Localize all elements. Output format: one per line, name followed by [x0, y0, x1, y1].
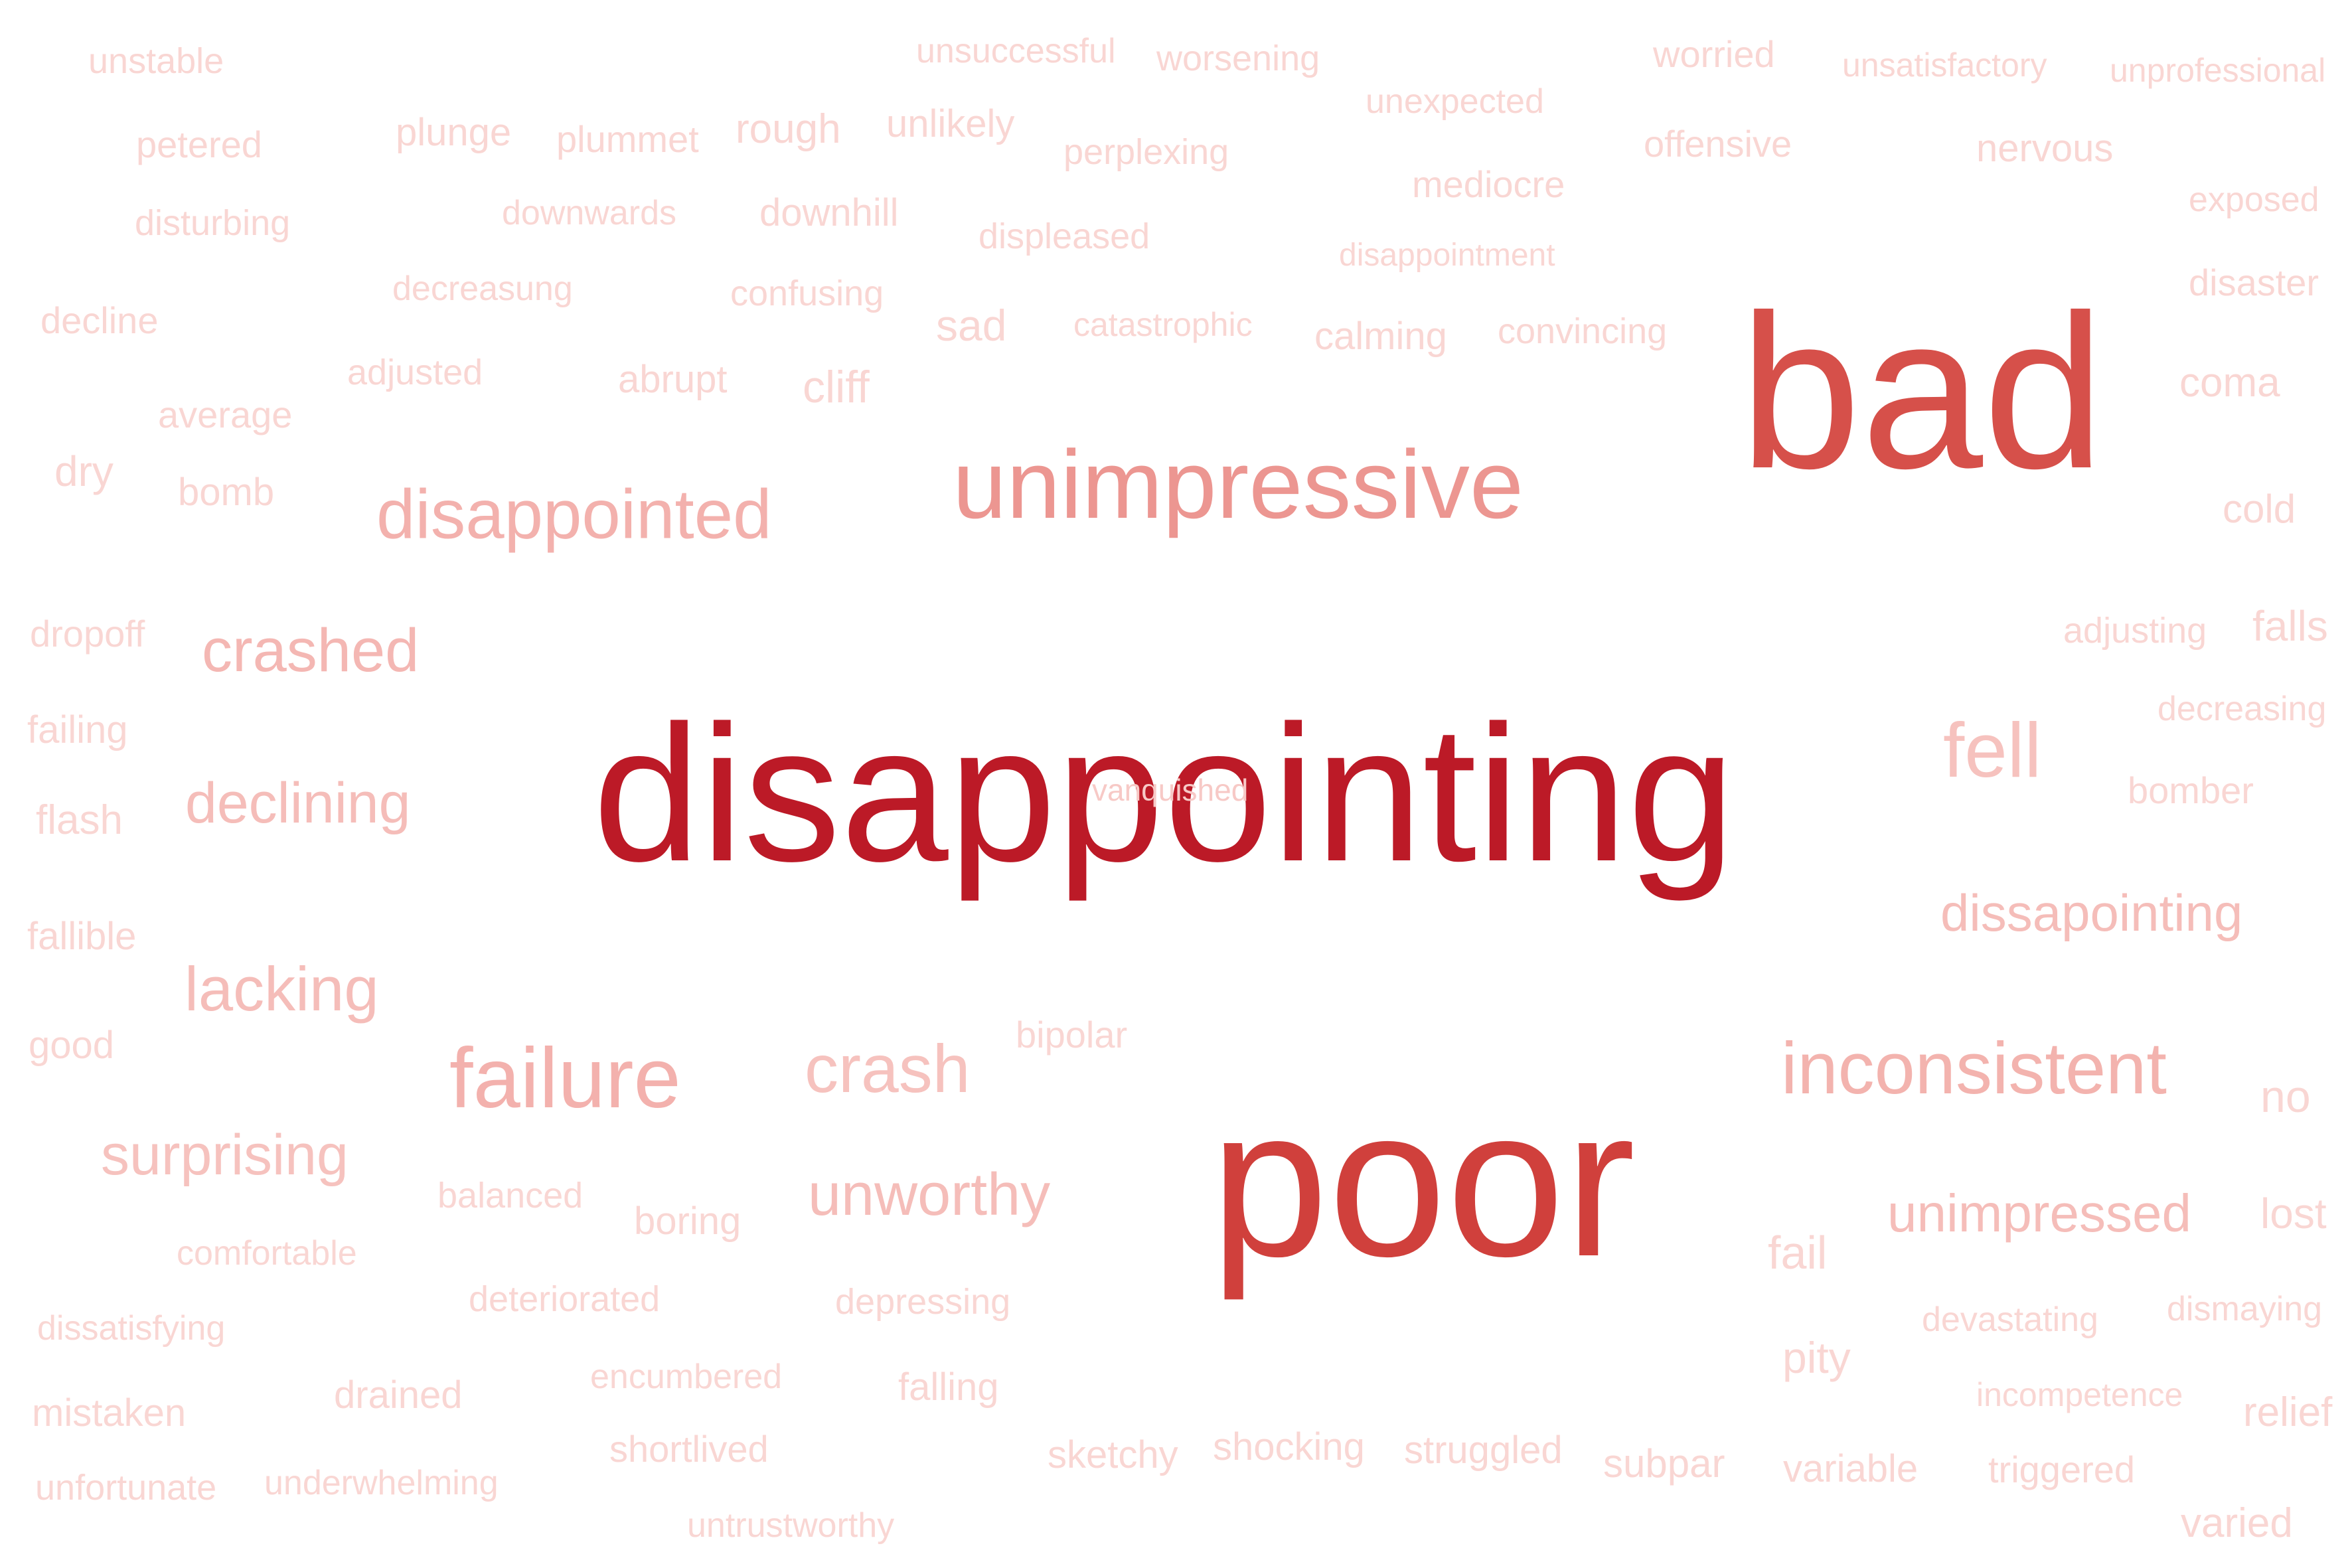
- word-subpar: subpar: [1603, 1441, 1725, 1486]
- word-depressing: depressing: [835, 1282, 1011, 1322]
- word-incompetence: incompetence: [1976, 1376, 2183, 1413]
- word-dissatisfying: dissatisfying: [37, 1309, 226, 1348]
- word-shortlived: shortlived: [609, 1428, 769, 1470]
- word-drained: drained: [334, 1373, 463, 1417]
- word-bad: bad: [1739, 269, 2105, 514]
- word-rough: rough: [736, 106, 841, 152]
- word-plummet: plummet: [556, 118, 699, 160]
- word-mistaken: mistaken: [32, 1391, 187, 1435]
- word-unimpressed: unimpressed: [1887, 1184, 2192, 1243]
- word-unstable: unstable: [88, 41, 224, 81]
- word-convincing: convincing: [1498, 311, 1668, 351]
- word-failing: failing: [27, 708, 128, 751]
- word-comfortable: comfortable: [177, 1234, 357, 1273]
- word-mediocre: mediocre: [1412, 163, 1565, 205]
- word-struggled: struggled: [1404, 1429, 1563, 1472]
- word-falling: falling: [898, 1366, 999, 1409]
- word-petered: petered: [136, 123, 262, 165]
- word-failure: failure: [449, 1031, 681, 1126]
- word-downwards: downwards: [502, 194, 677, 232]
- word-unprofessional: unprofessional: [2110, 52, 2326, 89]
- word-plunge: plunge: [396, 111, 512, 154]
- word-sketchy: sketchy: [1048, 1433, 1178, 1476]
- word-variable: variable: [1783, 1447, 1919, 1490]
- word-catastrophic: catastrophic: [1073, 306, 1253, 343]
- word-disappointed: disappointed: [376, 475, 772, 554]
- word-crash: crash: [805, 1031, 971, 1107]
- word-shocking: shocking: [1213, 1425, 1365, 1468]
- word-nervous: nervous: [1976, 127, 2114, 170]
- word-adjusting: adjusting: [2063, 611, 2207, 651]
- word-unimpressive: unimpressive: [953, 430, 1524, 538]
- word-perplexing: perplexing: [1063, 132, 1229, 172]
- word-pity: pity: [1782, 1333, 1851, 1382]
- word-lacking: lacking: [185, 954, 379, 1024]
- word-worsening: worsening: [1156, 39, 1320, 78]
- word-dropoff: dropoff: [30, 613, 145, 655]
- word-calming: calming: [1314, 315, 1447, 358]
- word-worried: worried: [1653, 33, 1775, 75]
- word-dissapointing: dissapointing: [1940, 884, 2243, 942]
- word-unworthy: unworthy: [808, 1162, 1051, 1228]
- word-dismaying: dismaying: [2167, 1290, 2323, 1328]
- word-untrustworthy: untrustworthy: [687, 1506, 895, 1545]
- word-abrupt: abrupt: [618, 358, 728, 401]
- word-disappointing: disappointing: [593, 685, 1735, 902]
- word-bomber: bomber: [2128, 769, 2254, 811]
- word-triggered: triggered: [1988, 1449, 2136, 1490]
- word-boring: boring: [634, 1200, 742, 1243]
- word-inconsistent: inconsistent: [1781, 1028, 2167, 1109]
- word-unfortunate: unfortunate: [35, 1468, 217, 1508]
- word-disaster: disaster: [2189, 262, 2319, 303]
- word-flash: flash: [36, 797, 123, 843]
- word-unlikely: unlikely: [886, 102, 1015, 145]
- word-exposed: exposed: [2189, 181, 2319, 219]
- word-unsatisfactory: unsatisfactory: [1842, 46, 2047, 84]
- word-crashed: crashed: [202, 617, 420, 684]
- word-varied: varied: [2181, 1500, 2293, 1546]
- word-cliff: cliff: [803, 362, 870, 412]
- word-cold: cold: [2223, 487, 2296, 531]
- word-good: good: [29, 1024, 115, 1067]
- word-decreasung: decreasung: [392, 270, 573, 308]
- word-downhill: downhill: [759, 191, 899, 234]
- word-fallible: fallible: [27, 915, 137, 958]
- word-deteriorated: deteriorated: [469, 1279, 661, 1319]
- word-bomb: bomb: [178, 471, 275, 514]
- word-surprising: surprising: [101, 1123, 349, 1187]
- word-disturbing: disturbing: [135, 203, 291, 243]
- word-falls: falls: [2252, 602, 2328, 650]
- word-lost: lost: [2260, 1190, 2327, 1237]
- word-declining: declining: [185, 771, 411, 835]
- word-decline: decline: [40, 299, 159, 341]
- word-unsuccessful: unsuccessful: [916, 32, 1116, 70]
- word-adjusted: adjusted: [347, 353, 483, 392]
- word-decreasing: decreasing: [2157, 690, 2327, 728]
- word-confusing: confusing: [730, 274, 884, 313]
- word-dry: dry: [54, 447, 114, 495]
- word-poor: poor: [1210, 1063, 1636, 1300]
- word-underwhelming: underwhelming: [264, 1464, 499, 1502]
- word-no: no: [2260, 1071, 2311, 1122]
- word-encumbered: encumbered: [590, 1358, 783, 1396]
- word-disappointment: disappointment: [1339, 238, 1555, 273]
- word-coma: coma: [2179, 360, 2280, 406]
- word-vanquished: vanquished: [1092, 773, 1249, 807]
- word-balanced: balanced: [437, 1176, 584, 1215]
- word-devastating: devastating: [1922, 1300, 2098, 1339]
- word-displeased: displeased: [979, 216, 1150, 256]
- word-sad: sad: [936, 301, 1007, 350]
- word-fell: fell: [1943, 707, 2042, 793]
- word-unexpected: unexpected: [1366, 82, 1544, 121]
- word-average: average: [158, 394, 293, 435]
- word-fail: fail: [1768, 1227, 1828, 1279]
- word-bipolar: bipolar: [1016, 1014, 1128, 1056]
- word-offensive: offensive: [1644, 123, 1792, 165]
- word-relief: relief: [2243, 1389, 2333, 1435]
